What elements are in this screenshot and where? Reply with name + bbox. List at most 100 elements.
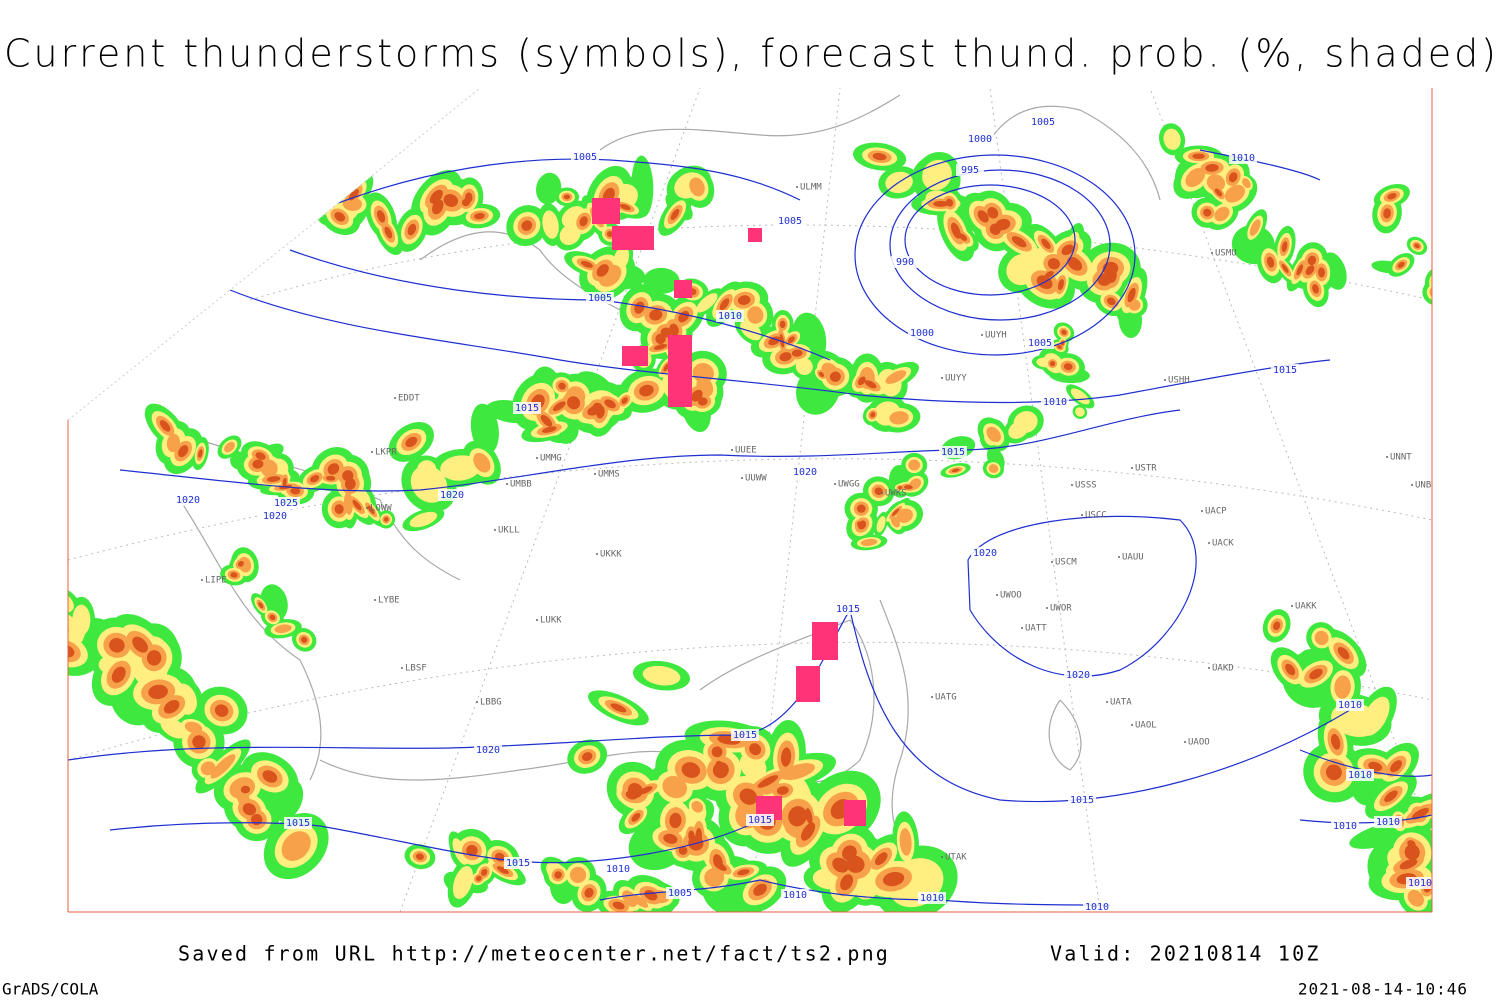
shading-cell: [326, 475, 336, 481]
station-label: USMU: [1215, 249, 1237, 259]
shading-cell: [1411, 807, 1430, 820]
isobar-label-bg: [604, 863, 632, 875]
storm-symbol: [844, 800, 866, 826]
station-dot: [931, 696, 933, 698]
shading-cell: [260, 459, 278, 478]
shading-cell: [958, 233, 968, 241]
shading-cell: [631, 155, 654, 217]
isobar-label: 1010: [1376, 817, 1400, 828]
station-label: EDDT: [398, 394, 420, 404]
isobar-label-bg: [284, 817, 312, 829]
station-dot: [536, 619, 538, 621]
valid-time: Valid: 20210814 10Z: [1050, 942, 1321, 966]
shading-cell: [662, 775, 688, 799]
shading-cell: [832, 857, 849, 873]
shading-cell: [882, 871, 905, 887]
shading-cell: [1309, 668, 1323, 680]
shading-cell: [559, 223, 581, 246]
shading-cell: [1404, 844, 1420, 861]
shading-cell: [1205, 163, 1219, 172]
station-dot: [834, 483, 836, 485]
shading-cell: [604, 399, 616, 409]
isobar-label-bg: [776, 215, 804, 227]
shading-cell: [1041, 238, 1051, 250]
isobar-label-bg: [781, 889, 809, 901]
title: Current thunderstorms (symbols), forecas…: [4, 32, 1496, 76]
isobar-label-bg: [939, 446, 967, 458]
isobar-label-bg: [1041, 396, 1069, 408]
station-dot: [1201, 510, 1203, 512]
station-dot: [1021, 627, 1023, 629]
shading-cell: [870, 412, 876, 418]
shading-cell: [1390, 760, 1403, 773]
shading-cell: [415, 853, 424, 860]
shading-cell: [1075, 407, 1085, 417]
station-dot: [536, 457, 538, 459]
isobar-label-bg: [1083, 901, 1111, 912]
station-label: USCC: [1085, 511, 1107, 521]
shading-cell: [146, 650, 162, 666]
shading-cell: [1383, 208, 1391, 219]
shading-cell: [1439, 317, 1451, 332]
shading-cell: [989, 223, 1001, 235]
shading-cell: [1312, 284, 1319, 294]
shading-cell: [663, 833, 678, 844]
isobar-label: 1010: [1348, 770, 1372, 781]
shading-cell: [1011, 236, 1027, 248]
shading-cell: [621, 397, 628, 404]
isobar-label-bg: [1068, 794, 1096, 806]
map-labels: 1005 1000 1005 995 990 1000 1005 1005 1005 1010 10…: [174, 116, 1432, 912]
shading-cell: [1414, 243, 1420, 249]
shading-cell: [405, 436, 418, 448]
shading-cell: [649, 309, 663, 321]
storm-symbol: [796, 666, 820, 702]
station-label: ULMM: [800, 183, 822, 193]
shading-cell: [1281, 241, 1288, 253]
shading-cell: [111, 666, 126, 683]
isobar-label-bg: [174, 494, 202, 506]
station-label: LBBG: [480, 698, 502, 708]
shading-cell: [1305, 265, 1315, 276]
isobar-label: 1020: [476, 745, 500, 756]
station-dot: [1184, 741, 1186, 743]
shading-cell: [606, 231, 614, 238]
shading-cell: [922, 159, 952, 191]
shading-cell: [1399, 859, 1418, 870]
shading-cell: [432, 199, 444, 215]
isobar-label-bg: [1406, 877, 1432, 889]
shading-cell: [610, 703, 627, 713]
shading-cell: [874, 852, 888, 866]
shading-cell: [582, 752, 593, 762]
shading-cell: [1361, 696, 1390, 736]
isobar-label: 1005: [778, 216, 802, 227]
shading-cell: [1242, 178, 1251, 189]
station-dot: [594, 473, 596, 475]
shading-cell: [779, 320, 786, 329]
isobar-label: 1005: [573, 152, 597, 163]
shading-cell: [1061, 244, 1074, 256]
isobar-label: 1015: [515, 403, 539, 414]
isobar-label-bg: [1336, 699, 1364, 711]
shading-cell: [951, 468, 960, 473]
shading-cell: [749, 743, 762, 756]
shading-cell: [132, 636, 148, 653]
shading-cell: [210, 754, 236, 779]
station-dot: [506, 483, 508, 485]
isobar-label-bg: [966, 133, 994, 145]
shading-cell: [791, 349, 803, 357]
isobar-label-bg: [908, 327, 936, 339]
shading-cell: [230, 572, 238, 578]
shading-cell: [988, 464, 999, 473]
station-dot: [201, 579, 203, 581]
isobar-label: 1020: [440, 490, 464, 501]
map-edge: [67, 87, 481, 421]
isobar-label-bg: [666, 887, 694, 899]
shading-cell: [737, 869, 750, 876]
shading-cell: [452, 865, 473, 900]
shading-cell: [780, 747, 792, 767]
isobar-label: 1015: [733, 730, 757, 741]
storm-symbol: [668, 335, 692, 407]
shading-cell: [1266, 256, 1275, 268]
shading-cell: [440, 455, 481, 481]
shading-cell: [1228, 172, 1238, 183]
